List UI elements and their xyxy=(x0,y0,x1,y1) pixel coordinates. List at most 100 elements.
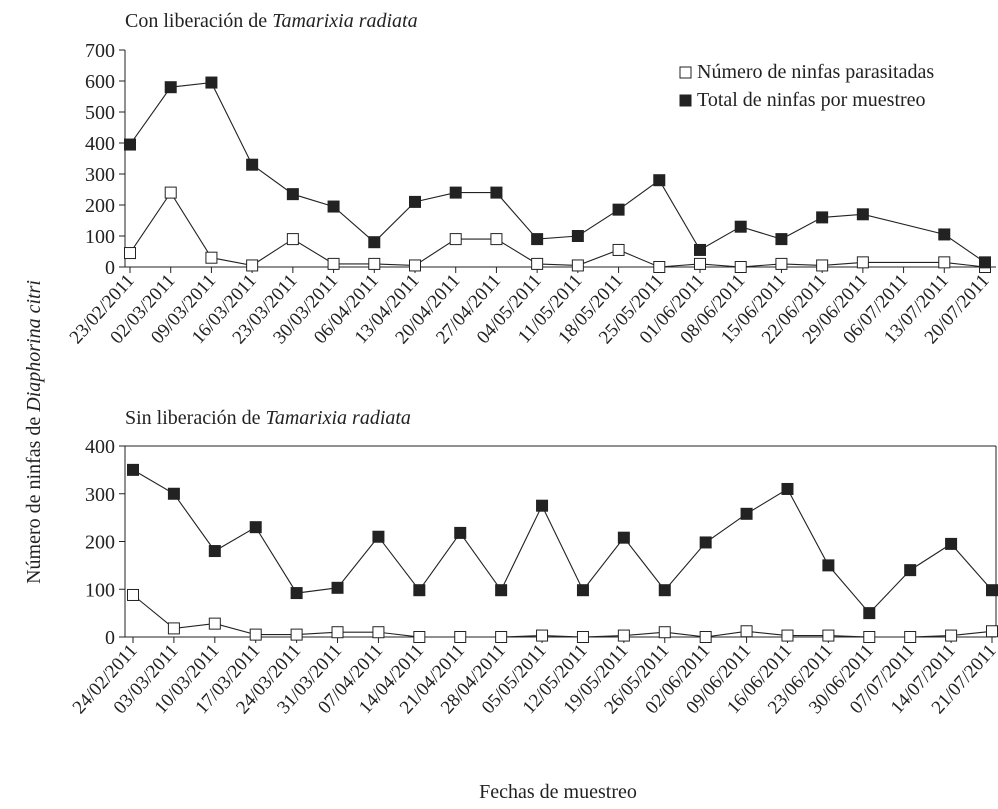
top-parasitized-point xyxy=(286,233,299,246)
top-total-point xyxy=(856,208,869,221)
top-total-point xyxy=(205,76,218,89)
bottom-total-point xyxy=(413,584,426,597)
top-parasitized-point xyxy=(734,261,747,273)
bottom-y-tick-label: 300 xyxy=(85,484,115,506)
top-y-tick-label: 200 xyxy=(85,195,115,217)
top-parasitized-point xyxy=(368,257,381,270)
top-total-point xyxy=(164,81,177,94)
bottom-parasitized-point xyxy=(290,628,303,641)
bottom-total-point xyxy=(740,507,753,520)
top-total-point xyxy=(124,138,136,151)
top-total-point xyxy=(409,195,421,208)
bottom-total-point xyxy=(986,584,998,597)
top-parasitized-point xyxy=(124,247,136,260)
bottom-y-tick-label: 200 xyxy=(85,532,115,554)
bottom-total-point xyxy=(617,531,630,544)
bottom-total-point xyxy=(536,499,549,512)
top-total-point xyxy=(368,236,381,249)
bottom-total-point xyxy=(495,584,508,597)
top-chart-title: Con liberación de Tamarixia radiata xyxy=(125,10,418,32)
bottom-parasitized-point xyxy=(576,631,589,643)
top-parasitized-point xyxy=(694,257,706,270)
bottom-parasitized-point xyxy=(822,629,835,642)
legend-marker-1 xyxy=(679,94,692,107)
top-parasitized-point xyxy=(653,261,666,273)
bottom-y-tick-label: 400 xyxy=(85,436,115,458)
top-parasitized-point xyxy=(571,259,584,272)
bottom-parasitized-point xyxy=(127,588,139,601)
legend-entry-0: Número de ninfas parasitadas xyxy=(697,61,934,83)
y-axis-label-prefix: Número de ninfas de xyxy=(23,412,45,584)
bottom-parasitized-point xyxy=(945,629,958,642)
top-parasitized-point xyxy=(612,243,625,256)
legend-marker-0 xyxy=(679,66,692,79)
top-chart-title-prefix: Con liberación de xyxy=(125,10,272,32)
bottom-parasitized-point xyxy=(331,626,344,639)
bottom-parasitized-point xyxy=(863,631,876,643)
bottom-parasitized-point xyxy=(986,625,998,638)
bottom-total-point xyxy=(822,559,835,572)
top-y-tick-label: 700 xyxy=(85,40,115,62)
top-parasitized-point xyxy=(490,233,503,246)
chart-sin-liberacion: Sin liberación de Tamarixia radiata 0 100 2… xyxy=(69,407,998,718)
top-parasitized-point xyxy=(409,259,421,272)
top-parasitized-point xyxy=(205,251,218,264)
bottom-parasitized-point xyxy=(904,631,917,643)
top-total-point xyxy=(816,211,829,224)
bottom-total-point xyxy=(167,487,180,500)
top-y-tick-label: 600 xyxy=(85,71,115,93)
bottom-parasitized-point xyxy=(699,631,712,643)
bottom-parasitized-point xyxy=(454,631,467,643)
top-parasitized-point xyxy=(449,233,462,246)
bottom-total-point xyxy=(904,564,917,577)
top-y-tick-label: 400 xyxy=(85,133,115,155)
y-axis-label: Número de ninfas de Diaphorina citri xyxy=(23,280,45,584)
bottom-total-point xyxy=(372,530,385,543)
bottom-total-point xyxy=(331,581,344,594)
top-parasitized-point xyxy=(938,256,951,269)
top-parasitized-point xyxy=(327,257,340,270)
bottom-y-tick-label: 100 xyxy=(85,579,115,601)
bottom-total-point xyxy=(781,482,794,495)
top-total-point xyxy=(612,203,625,216)
bottom-total-point xyxy=(576,584,589,597)
chart-con-liberacion: Con liberación de Tamarixia radiata 0 100 2… xyxy=(66,10,996,348)
top-total-point xyxy=(571,230,584,242)
bottom-parasitized-point xyxy=(372,626,385,639)
top-total-point xyxy=(775,233,788,246)
legend: Número de ninfas parasitadas Total de nin… xyxy=(679,61,934,111)
bottom-total-point xyxy=(658,584,671,597)
bottom-chart-title: Sin liberación de Tamarixia radiata xyxy=(125,407,411,429)
bottom-parasitized-point xyxy=(208,617,221,630)
top-total-point xyxy=(246,158,259,171)
bottom-total-point xyxy=(454,526,467,539)
top-total-point xyxy=(531,233,544,246)
top-total-point xyxy=(490,186,503,199)
top-y-tick-label: 500 xyxy=(85,102,115,124)
bottom-series-line-1 xyxy=(132,469,993,614)
top-chart-title-italic: Tamarixia radiata xyxy=(272,10,417,32)
top-parasitized-point xyxy=(531,257,544,270)
top-total-point xyxy=(979,256,991,269)
top-y-tick-label: 0 xyxy=(105,257,115,279)
top-parasitized-point xyxy=(816,259,829,272)
bottom-total-point xyxy=(208,545,221,558)
bottom-y-tick-label: 0 xyxy=(105,627,115,649)
bottom-series-line-0 xyxy=(132,594,993,638)
bottom-total-point xyxy=(699,536,712,549)
bottom-parasitized-point xyxy=(413,631,426,643)
bottom-parasitized-point xyxy=(249,628,262,641)
bottom-parasitized-point xyxy=(536,629,549,642)
top-total-point xyxy=(449,186,462,199)
legend-entry-1: Total de ninfas por muestreo xyxy=(697,89,926,111)
top-total-point xyxy=(938,228,951,241)
bottom-total-point xyxy=(290,587,303,600)
bottom-parasitized-point xyxy=(740,625,753,638)
top-y-tick-label: 300 xyxy=(85,164,115,186)
x-axis-label: Fechas de muestreo xyxy=(479,781,637,803)
bottom-total-point xyxy=(945,537,958,550)
bottom-total-point xyxy=(249,521,262,534)
top-parasitized-point xyxy=(164,186,177,199)
bottom-parasitized-point xyxy=(495,631,508,643)
